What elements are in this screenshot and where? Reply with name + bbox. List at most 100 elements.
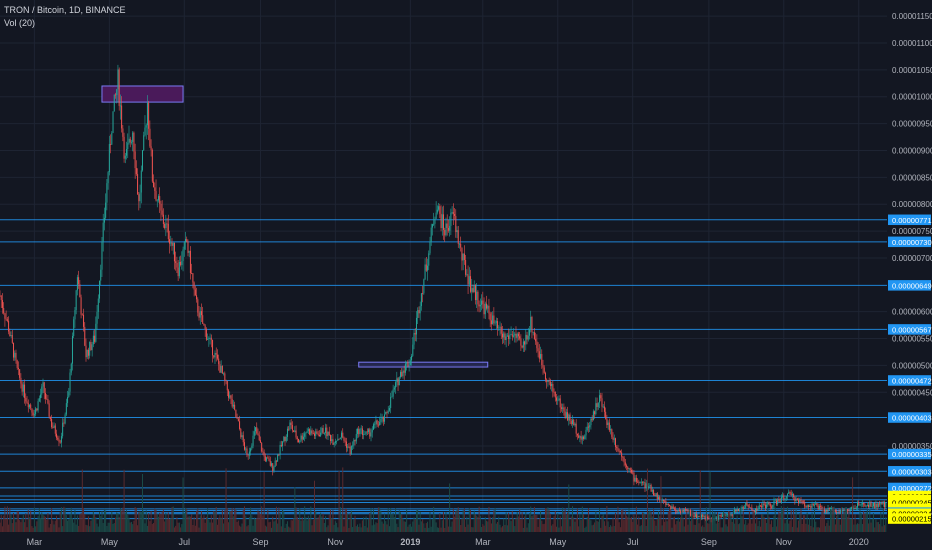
candle-body [858,502,860,505]
candle-body [32,412,34,416]
candle-body [789,492,791,494]
volume-bar [332,510,334,532]
candle-body [342,432,344,438]
volume-bar [729,511,731,532]
level-price-label: 0.00000771 [892,216,932,225]
candle-body [704,515,706,520]
volume-bar [709,471,711,532]
volume-bar [466,516,468,532]
volume-bar [610,525,612,532]
volume-bar [81,469,83,532]
candle-body [250,448,252,452]
candle-body [630,470,632,473]
volume-bar [441,520,443,532]
volume-bar [827,520,829,532]
candle-body [689,510,691,516]
volume-bar [703,527,705,532]
candle-body [876,503,878,507]
volume-bar [682,517,684,532]
volume-bar [267,509,269,532]
volume-bar [583,514,585,532]
volume-bar [596,521,598,532]
candle-body [167,223,169,240]
volume-bar [457,507,459,532]
volume-bar [361,520,363,532]
candle-body [237,418,239,422]
candle-body [193,282,195,290]
volume-bar [413,517,415,532]
candle-body [78,277,80,285]
candle-body [325,427,327,434]
candle-body [551,383,553,387]
candle-body [128,138,130,144]
volume-bar [71,518,73,532]
candle-body [135,168,137,175]
volume-bar [775,526,777,532]
candle-body [799,499,801,504]
volume-bar [675,524,677,532]
volume-bar [117,513,119,532]
candle-body [275,460,277,462]
candle-body [498,327,500,329]
candle-body [527,335,529,340]
volume-bar [41,512,43,532]
candle-body [348,446,350,448]
candle-body [419,306,421,314]
volume-bar [513,518,515,532]
candle-body [412,344,414,356]
candle-body [622,456,624,458]
volume-bar [56,515,58,532]
candle-body [83,314,85,327]
volume-bar [15,522,17,532]
volume-bar [643,512,645,532]
volume-bar [535,515,537,532]
volume-bar [515,517,517,532]
candle-body [698,516,700,517]
candle-body [828,508,830,510]
volume-bar [76,515,78,532]
candle-body [629,468,631,471]
volume-bar [549,513,551,532]
candle-body [678,510,680,512]
volume-bar [107,522,109,532]
candle-body [149,128,151,147]
volume-bar [488,506,490,532]
volume-bar [831,509,833,532]
volume-bar [843,510,845,532]
candle-body [215,352,217,355]
volume-bar [782,508,784,532]
candle-body [441,214,443,229]
candle-body [420,293,422,307]
candle-body [524,341,526,345]
volume-bar [458,515,460,532]
volume-bar [246,526,248,532]
candle-body [865,506,867,507]
candle-body [605,411,607,419]
candle-body [466,274,468,276]
candle-body [855,507,857,509]
volume-bar [594,522,596,532]
candle-body [739,510,741,512]
volume-bar [795,509,797,532]
volume-bar [753,512,755,532]
candle-body [25,397,27,402]
volume-bar [193,517,195,532]
candle-body [100,269,102,281]
volume-bar [167,512,169,532]
volume-bar [688,508,690,532]
volume-bar [22,515,24,532]
candle-body [870,502,872,507]
candle-body [506,335,508,337]
volume-bar [105,510,107,532]
candle-body [474,285,476,301]
volume-bar [329,509,331,532]
volume-bar [508,512,510,532]
volume-bar [218,517,220,532]
candle-body [246,448,248,455]
candle-body [208,337,210,340]
candle-body [114,94,116,96]
candle-body [284,436,286,441]
candle-body [500,326,502,334]
candle-body [288,428,290,430]
